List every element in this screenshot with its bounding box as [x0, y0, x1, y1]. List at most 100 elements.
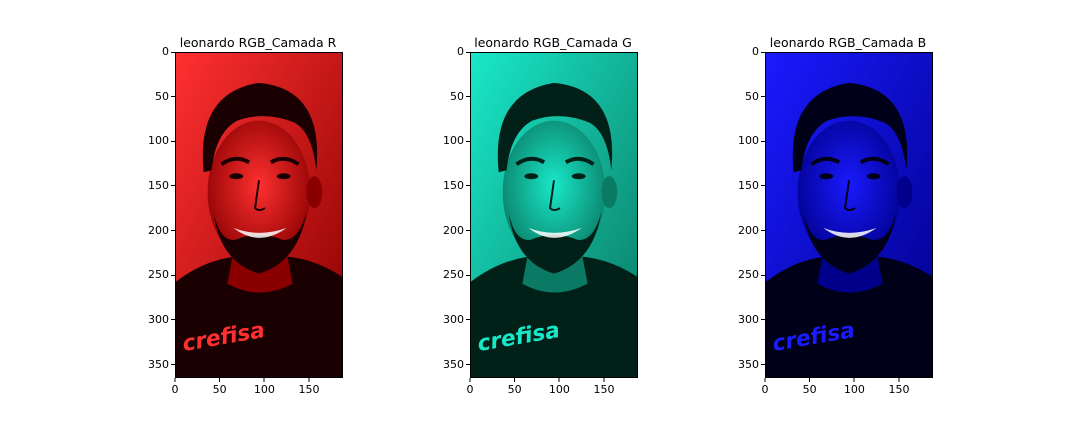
hair: [792, 82, 908, 173]
y-tick-label: 100: [148, 135, 175, 147]
hair: [202, 82, 318, 173]
panel-title: leonardo RGB_Camada G: [474, 35, 632, 50]
x-axis: 0 50 100 150: [762, 378, 933, 398]
eyebrow-left: [810, 156, 841, 166]
nose: [548, 180, 561, 212]
y-axis: 0 50 100 150 200 250 300 350: [403, 46, 470, 378]
shirt: [766, 255, 932, 377]
y-tick-text: 350: [738, 357, 759, 371]
portrait-image: crefisa: [471, 53, 637, 377]
eye-left: [524, 173, 539, 180]
portrait-image: crefisa: [766, 53, 932, 377]
y-tick-label: 200: [148, 223, 175, 237]
image-red-channel: crefisa: [175, 52, 343, 378]
y-tick-label: 150: [148, 178, 175, 192]
y-tick-text: 100: [443, 134, 464, 148]
eyebrow-left: [220, 156, 251, 166]
x-tick-label: 0: [467, 378, 474, 396]
x-tick-label: 50: [508, 378, 522, 396]
y-tick-label: 350: [148, 357, 175, 371]
face: [502, 120, 606, 264]
smile: [528, 227, 582, 238]
y-tick-label: 0: [162, 46, 175, 58]
eyebrow-right: [269, 156, 300, 166]
y-tick-text: 50: [745, 89, 759, 103]
y-tick-label: 300: [443, 312, 470, 326]
eye-right: [571, 173, 586, 180]
x-tick-label: 0: [762, 378, 769, 396]
x-tick-text: 50: [212, 383, 227, 396]
smile: [823, 227, 877, 238]
y-tick-label: 0: [457, 46, 470, 58]
y-tick-label: 250: [443, 269, 470, 281]
y-tick-label: 300: [738, 312, 765, 326]
x-tick-text: 50: [507, 383, 522, 396]
y-tick-text: 200: [443, 223, 464, 237]
y-tick-text: 150: [148, 178, 169, 192]
x-tick-text: 0: [761, 383, 769, 396]
x-tick-text: 100: [253, 383, 275, 396]
y-tick-text: 150: [443, 178, 464, 192]
y-tick-label: 150: [443, 178, 470, 192]
x-tick-text: 50: [802, 383, 817, 396]
panel-red: leonardo RGB_Camada R crefisa 0 50 100 150 2…: [108, 0, 408, 432]
eye-left: [229, 173, 244, 180]
y-tick-text: 100: [148, 134, 169, 148]
y-tick-text: 0: [162, 45, 169, 58]
y-tick-text: 0: [457, 45, 464, 58]
shirt: [471, 255, 637, 377]
y-tick-text: 250: [443, 268, 464, 282]
nose: [843, 180, 856, 212]
x-tick-label: 100: [549, 378, 570, 396]
beard: [803, 212, 897, 274]
x-tick-label: 150: [889, 378, 910, 396]
eyebrow-left: [515, 156, 546, 166]
y-tick-label: 50: [450, 89, 470, 103]
image-green-channel: crefisa: [470, 52, 638, 378]
y-tick-text: 250: [148, 268, 169, 282]
x-axis: 0 50 100 150: [171, 378, 343, 398]
y-tick-label: 50: [745, 89, 765, 103]
y-tick-text: 250: [738, 268, 759, 282]
ear: [601, 176, 618, 209]
hair: [497, 82, 613, 173]
face: [797, 120, 901, 264]
y-tick-text: 350: [148, 357, 169, 371]
x-tick-text: 0: [466, 383, 474, 396]
y-axis: 0 50 100 150 200 250 300 350: [698, 46, 765, 378]
shirt: [176, 255, 342, 377]
y-tick-text: 150: [738, 178, 759, 192]
x-axis: 0 50 100 150: [467, 378, 638, 398]
smile: [233, 227, 287, 238]
y-tick-text: 100: [738, 134, 759, 148]
y-tick-text: 300: [738, 312, 759, 326]
x-tick-text: 100: [843, 383, 865, 396]
portrait-image: crefisa: [176, 53, 342, 377]
y-tick-label: 150: [738, 178, 765, 192]
eye-right: [276, 173, 291, 180]
eyebrow-right: [564, 156, 595, 166]
y-tick-label: 250: [738, 269, 765, 281]
beard: [508, 212, 602, 274]
y-tick-text: 300: [443, 312, 464, 326]
ear: [896, 176, 913, 209]
y-tick-label: 0: [752, 46, 765, 58]
y-tick-text: 200: [148, 223, 169, 237]
x-tick-text: 150: [593, 383, 615, 396]
x-tick-text: 0: [171, 383, 179, 396]
panel-green: leonardo RGB_Camada G crefisa 0 50 100 150 2…: [403, 0, 703, 432]
y-tick-label: 100: [738, 135, 765, 147]
eye-right: [866, 173, 881, 180]
y-tick-text: 0: [752, 45, 759, 58]
eyebrow-right: [859, 156, 890, 166]
y-tick-text: 50: [450, 89, 464, 103]
y-tick-text: 200: [738, 223, 759, 237]
eye-left: [819, 173, 834, 180]
x-tick-label: 150: [594, 378, 615, 396]
beard: [213, 212, 307, 274]
y-tick-label: 250: [148, 269, 175, 281]
y-tick-label: 350: [443, 358, 470, 371]
x-tick-text: 150: [888, 383, 910, 396]
x-tick-text: 150: [298, 383, 320, 396]
